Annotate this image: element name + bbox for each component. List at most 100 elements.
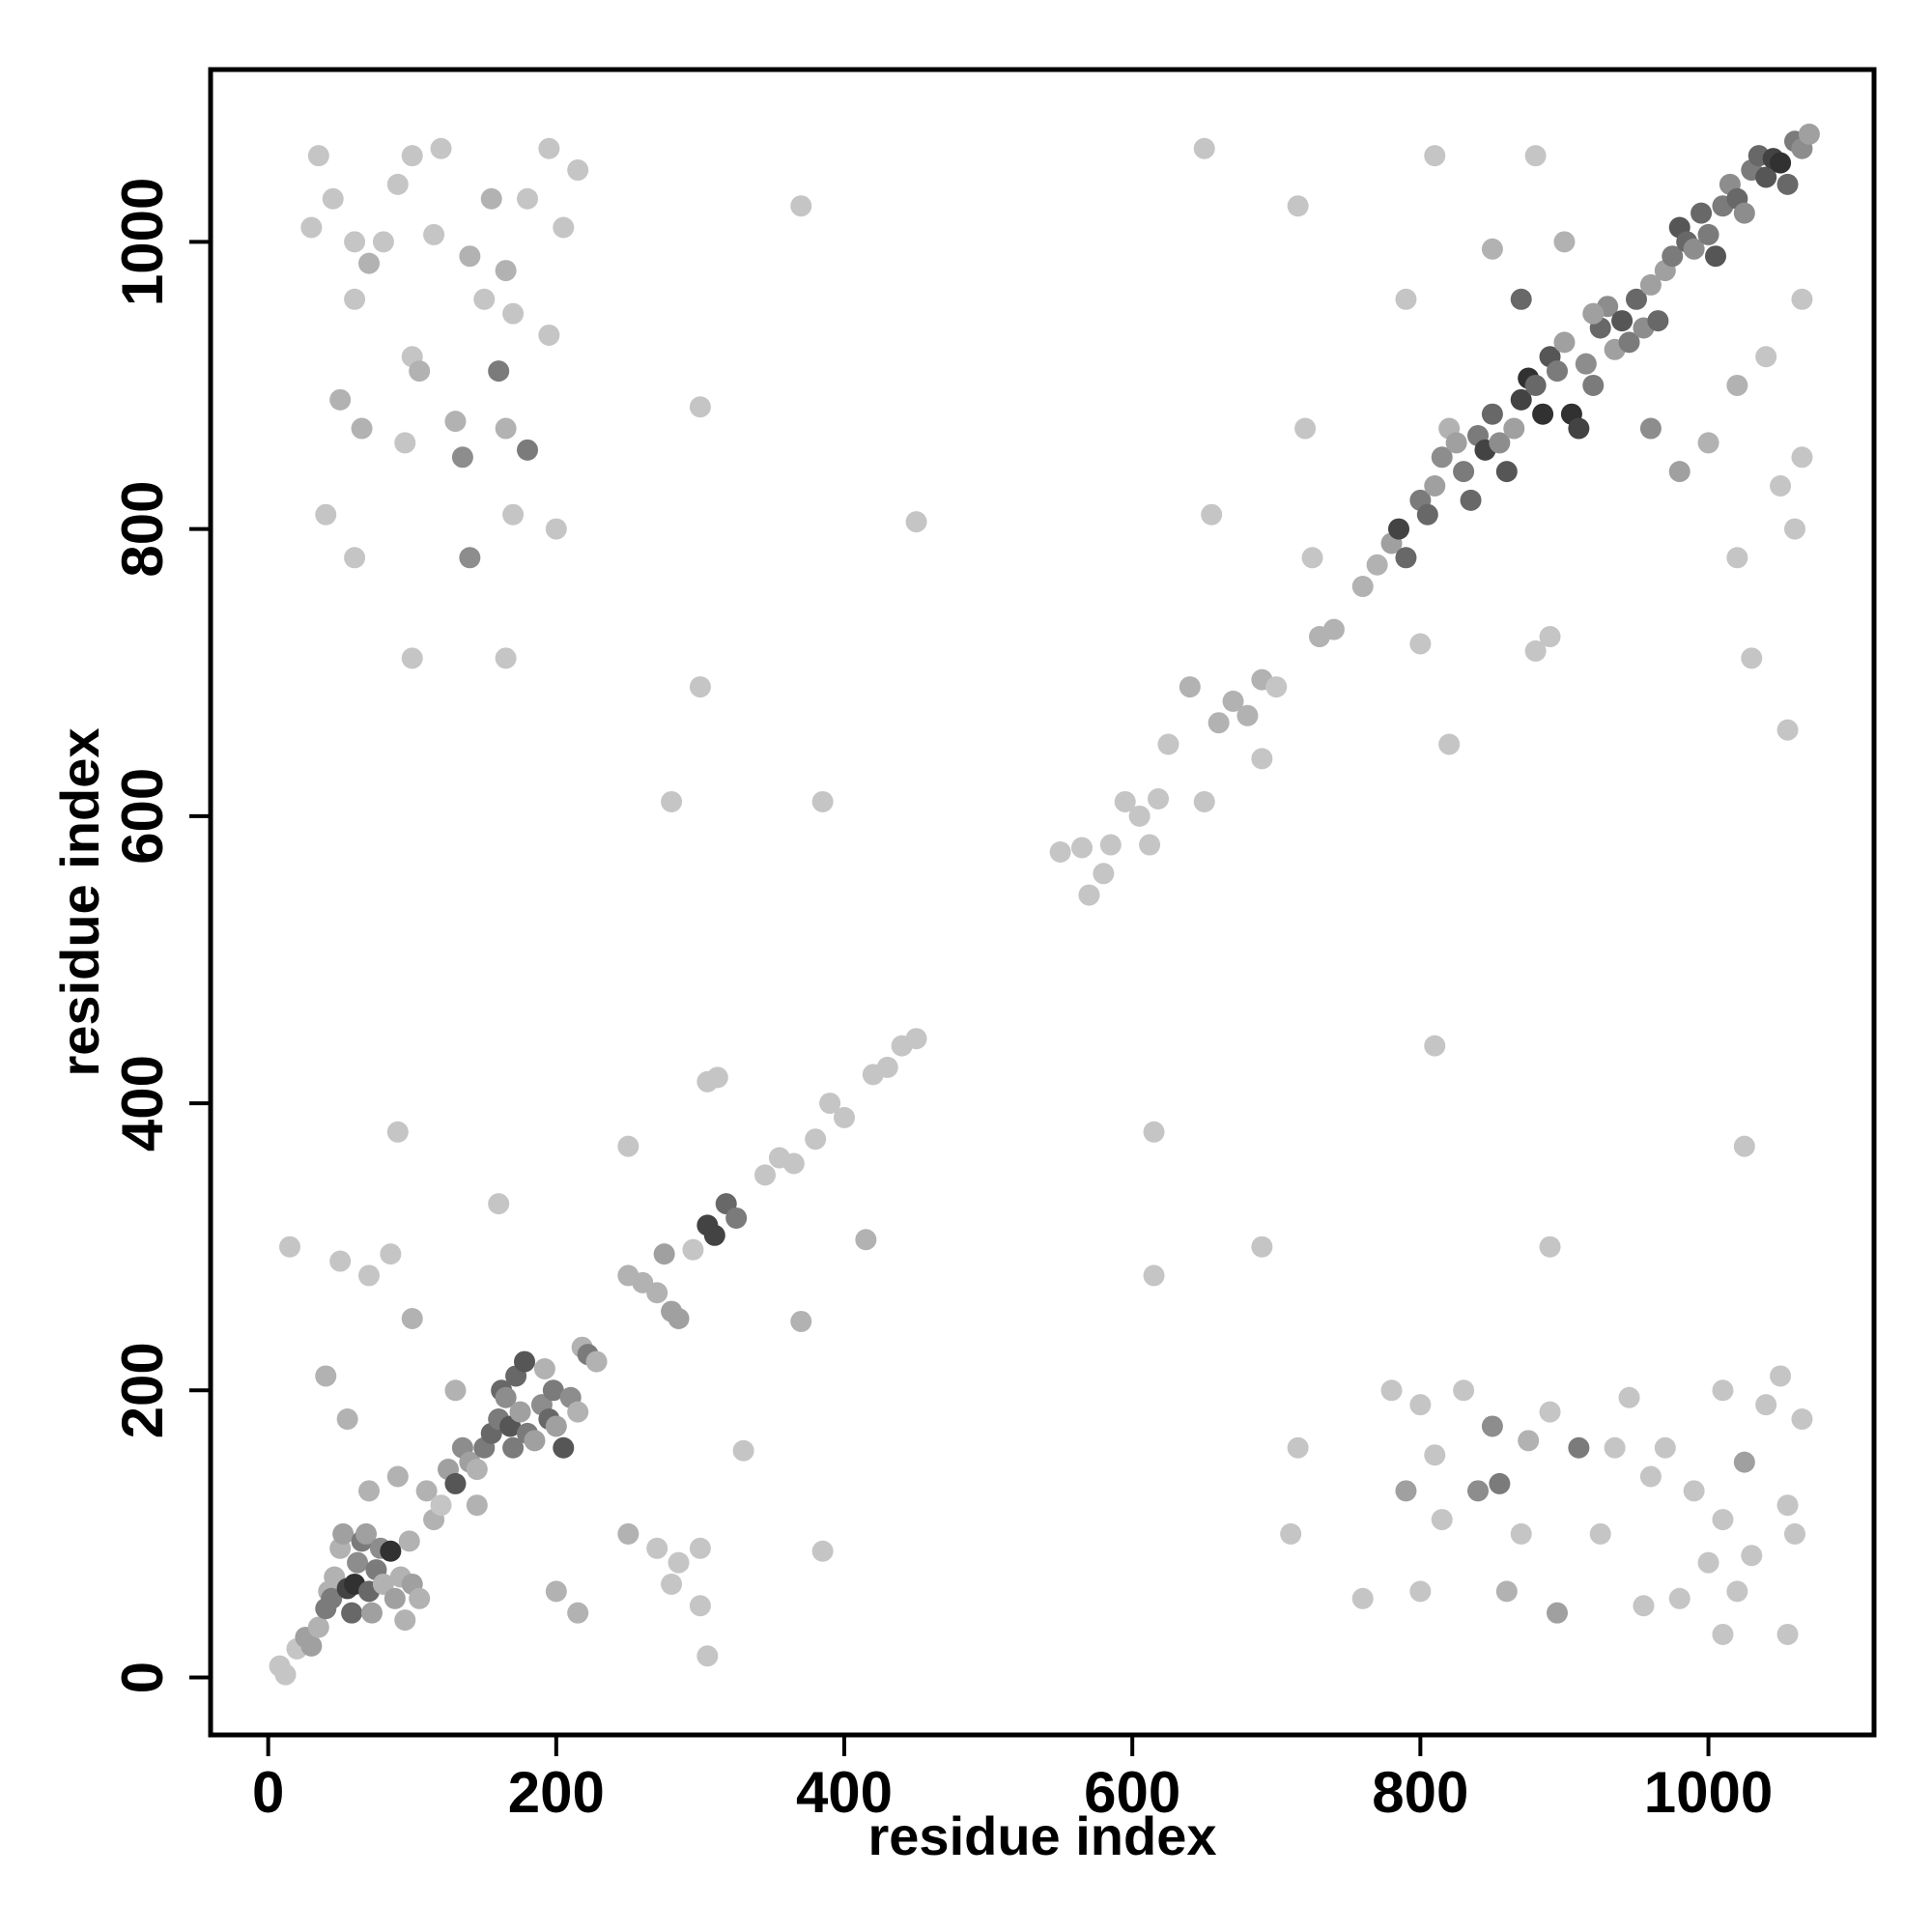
data-point bbox=[567, 1602, 589, 1624]
data-point bbox=[811, 1540, 834, 1562]
data-point bbox=[1776, 719, 1799, 741]
y-tick-label: 0 bbox=[110, 1662, 175, 1693]
data-point bbox=[1481, 403, 1503, 425]
data-point bbox=[682, 1238, 704, 1261]
data-point bbox=[1524, 145, 1547, 167]
data-point bbox=[384, 1587, 406, 1609]
data-point bbox=[533, 1358, 555, 1380]
data-point bbox=[423, 223, 445, 245]
data-point bbox=[279, 1236, 300, 1258]
data-point bbox=[545, 518, 567, 540]
data-point bbox=[1388, 518, 1409, 540]
data-point bbox=[1589, 1522, 1611, 1545]
data-point bbox=[517, 439, 538, 461]
data-point bbox=[1236, 704, 1259, 726]
data-point bbox=[689, 1595, 711, 1617]
data-point bbox=[689, 396, 711, 418]
data-point bbox=[321, 1587, 343, 1609]
data-point bbox=[480, 187, 502, 210]
data-point bbox=[1726, 547, 1748, 569]
data-point bbox=[782, 1152, 805, 1175]
data-point bbox=[1287, 195, 1309, 217]
data-point bbox=[538, 324, 560, 346]
data-point bbox=[1705, 245, 1726, 268]
data-point bbox=[1294, 417, 1317, 440]
data-point bbox=[1626, 288, 1647, 310]
data-point bbox=[689, 1537, 711, 1559]
y-tick-label: 800 bbox=[110, 481, 175, 578]
data-point bbox=[1489, 432, 1511, 454]
data-point bbox=[502, 503, 525, 526]
data-point bbox=[307, 1616, 329, 1638]
data-point bbox=[855, 1229, 877, 1251]
data-point bbox=[1618, 1386, 1640, 1408]
data-point bbox=[444, 411, 467, 433]
data-point bbox=[1639, 1465, 1662, 1488]
data-point bbox=[790, 1310, 812, 1332]
x-tick-label: 600 bbox=[1084, 1760, 1180, 1825]
data-point bbox=[1409, 1394, 1432, 1416]
data-point bbox=[1424, 1035, 1446, 1057]
data-point bbox=[1143, 1264, 1165, 1287]
data-point bbox=[315, 1365, 337, 1387]
data-point bbox=[754, 1164, 776, 1186]
x-tick-label: 200 bbox=[508, 1760, 605, 1825]
data-point bbox=[1539, 626, 1561, 648]
data-point bbox=[646, 1537, 668, 1559]
data-point bbox=[322, 187, 344, 210]
data-point bbox=[1351, 1587, 1374, 1609]
data-point bbox=[1366, 554, 1388, 576]
data-point bbox=[1668, 461, 1690, 483]
data-point bbox=[1733, 1451, 1755, 1473]
data-point bbox=[1712, 1509, 1734, 1531]
data-point bbox=[300, 1634, 323, 1657]
data-point bbox=[1791, 446, 1813, 469]
data-point bbox=[495, 1386, 517, 1408]
data-point bbox=[380, 1243, 402, 1265]
data-point bbox=[495, 647, 517, 669]
data-point bbox=[805, 1128, 827, 1151]
data-point bbox=[329, 388, 352, 411]
data-point bbox=[1690, 202, 1713, 224]
data-point bbox=[1201, 503, 1223, 526]
data-point bbox=[1395, 1480, 1417, 1502]
data-point bbox=[502, 1436, 525, 1459]
data-point bbox=[1128, 805, 1151, 827]
data-point bbox=[1582, 374, 1605, 396]
data-point bbox=[689, 676, 711, 698]
data-point bbox=[1208, 712, 1230, 734]
data-point bbox=[668, 1551, 690, 1574]
data-point bbox=[1784, 518, 1805, 540]
data-point bbox=[1431, 446, 1453, 469]
data-point bbox=[415, 1480, 438, 1502]
data-point bbox=[1078, 884, 1100, 906]
data-point bbox=[1633, 1595, 1655, 1617]
data-point bbox=[1697, 432, 1719, 454]
data-point bbox=[514, 1350, 536, 1373]
data-point bbox=[509, 1401, 531, 1423]
data-point bbox=[1532, 403, 1554, 425]
data-point bbox=[329, 1250, 352, 1272]
data-point bbox=[341, 1602, 363, 1624]
data-point bbox=[1770, 152, 1792, 174]
data-point bbox=[1251, 1236, 1273, 1258]
data-point bbox=[1322, 618, 1345, 640]
data-point bbox=[1143, 1121, 1165, 1143]
data-point bbox=[372, 1573, 394, 1595]
x-tick-label: 1000 bbox=[1644, 1760, 1773, 1825]
data-point bbox=[1489, 1472, 1511, 1494]
data-point bbox=[1157, 733, 1179, 755]
data-point bbox=[1495, 461, 1518, 483]
data-point bbox=[336, 1408, 358, 1431]
data-point bbox=[1049, 840, 1071, 863]
data-point bbox=[1784, 1522, 1805, 1545]
data-point bbox=[1683, 238, 1705, 260]
data-point bbox=[1287, 1436, 1309, 1459]
y-tick-label: 1000 bbox=[110, 178, 175, 306]
data-point bbox=[386, 173, 409, 195]
data-point bbox=[1712, 1379, 1734, 1402]
data-point bbox=[1179, 676, 1201, 698]
y-tick-label: 600 bbox=[110, 768, 175, 865]
data-point bbox=[1539, 1401, 1561, 1423]
x-tick-label: 400 bbox=[796, 1760, 893, 1825]
